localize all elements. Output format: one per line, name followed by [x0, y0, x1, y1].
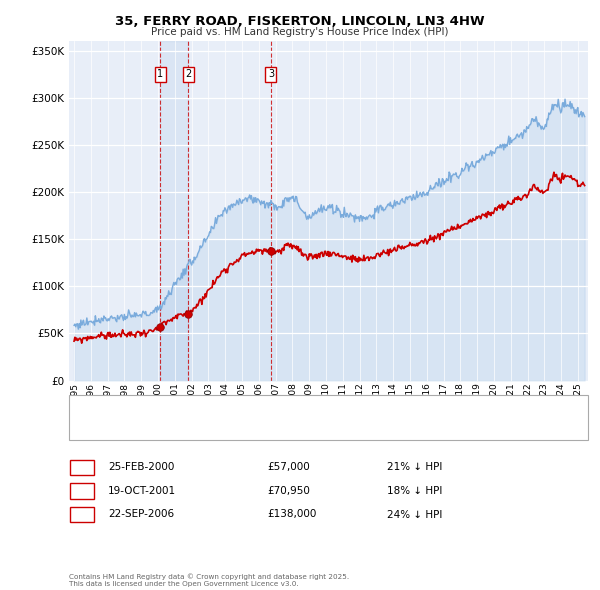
Text: —: — — [84, 402, 98, 415]
Text: 21% ↓ HPI: 21% ↓ HPI — [387, 463, 442, 472]
Text: 35, FERRY ROAD, FISKERTON, LINCOLN, LN3 4HW (detached house): 35, FERRY ROAD, FISKERTON, LINCOLN, LN3 … — [111, 404, 415, 413]
Bar — [160, 41, 188, 381]
Text: 22-SEP-2006: 22-SEP-2006 — [108, 510, 174, 519]
Text: 2: 2 — [185, 69, 191, 79]
Text: Contains HM Land Registry data © Crown copyright and database right 2025.
This d: Contains HM Land Registry data © Crown c… — [69, 573, 349, 587]
Text: 24% ↓ HPI: 24% ↓ HPI — [387, 510, 442, 519]
Text: HPI: Average price, detached house, West Lindsey: HPI: Average price, detached house, West… — [111, 422, 338, 432]
Text: 3: 3 — [268, 69, 274, 79]
Text: 25-FEB-2000: 25-FEB-2000 — [108, 463, 175, 472]
Text: Price paid vs. HM Land Registry's House Price Index (HPI): Price paid vs. HM Land Registry's House … — [151, 27, 449, 37]
Text: £70,950: £70,950 — [267, 486, 310, 496]
Text: 35, FERRY ROAD, FISKERTON, LINCOLN, LN3 4HW: 35, FERRY ROAD, FISKERTON, LINCOLN, LN3 … — [115, 15, 485, 28]
Text: 18% ↓ HPI: 18% ↓ HPI — [387, 486, 442, 496]
Text: £138,000: £138,000 — [267, 510, 316, 519]
Text: —: — — [84, 420, 98, 434]
Text: 3: 3 — [79, 510, 86, 519]
Text: 2: 2 — [79, 486, 86, 496]
Text: 1: 1 — [79, 463, 86, 472]
Text: 19-OCT-2001: 19-OCT-2001 — [108, 486, 176, 496]
Text: £57,000: £57,000 — [267, 463, 310, 472]
Text: 1: 1 — [157, 69, 163, 79]
